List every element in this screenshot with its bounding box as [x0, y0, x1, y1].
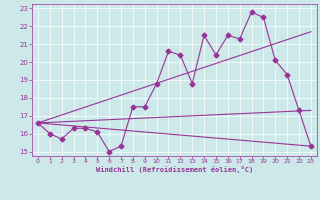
X-axis label: Windchill (Refroidissement éolien,°C): Windchill (Refroidissement éolien,°C): [96, 166, 253, 173]
